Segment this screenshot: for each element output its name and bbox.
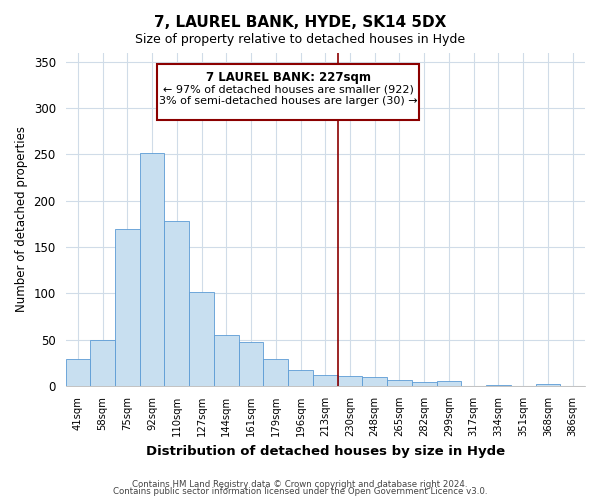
Bar <box>239 342 263 386</box>
FancyBboxPatch shape <box>157 64 419 120</box>
Text: Contains public sector information licensed under the Open Government Licence v3: Contains public sector information licen… <box>113 488 487 496</box>
Text: Contains HM Land Registry data © Crown copyright and database right 2024.: Contains HM Land Registry data © Crown c… <box>132 480 468 489</box>
Bar <box>214 335 239 386</box>
Bar <box>164 221 189 386</box>
Text: 3% of semi-detached houses are larger (30) →: 3% of semi-detached houses are larger (3… <box>159 96 418 106</box>
Text: 7 LAUREL BANK: 227sqm: 7 LAUREL BANK: 227sqm <box>206 71 371 84</box>
Text: Size of property relative to detached houses in Hyde: Size of property relative to detached ho… <box>135 32 465 46</box>
Bar <box>65 359 90 386</box>
Bar <box>288 370 313 386</box>
Bar <box>486 385 511 386</box>
Y-axis label: Number of detached properties: Number of detached properties <box>15 126 28 312</box>
Bar <box>412 382 437 386</box>
X-axis label: Distribution of detached houses by size in Hyde: Distribution of detached houses by size … <box>146 444 505 458</box>
Bar <box>437 380 461 386</box>
Bar <box>536 384 560 386</box>
Text: 7, LAUREL BANK, HYDE, SK14 5DX: 7, LAUREL BANK, HYDE, SK14 5DX <box>154 15 446 30</box>
Bar <box>313 375 338 386</box>
Bar <box>362 377 387 386</box>
Bar <box>387 380 412 386</box>
Bar <box>263 359 288 386</box>
Bar <box>115 228 140 386</box>
Bar <box>189 292 214 386</box>
Bar <box>338 376 362 386</box>
Bar <box>140 152 164 386</box>
Text: ← 97% of detached houses are smaller (922): ← 97% of detached houses are smaller (92… <box>163 84 413 94</box>
Bar <box>90 340 115 386</box>
